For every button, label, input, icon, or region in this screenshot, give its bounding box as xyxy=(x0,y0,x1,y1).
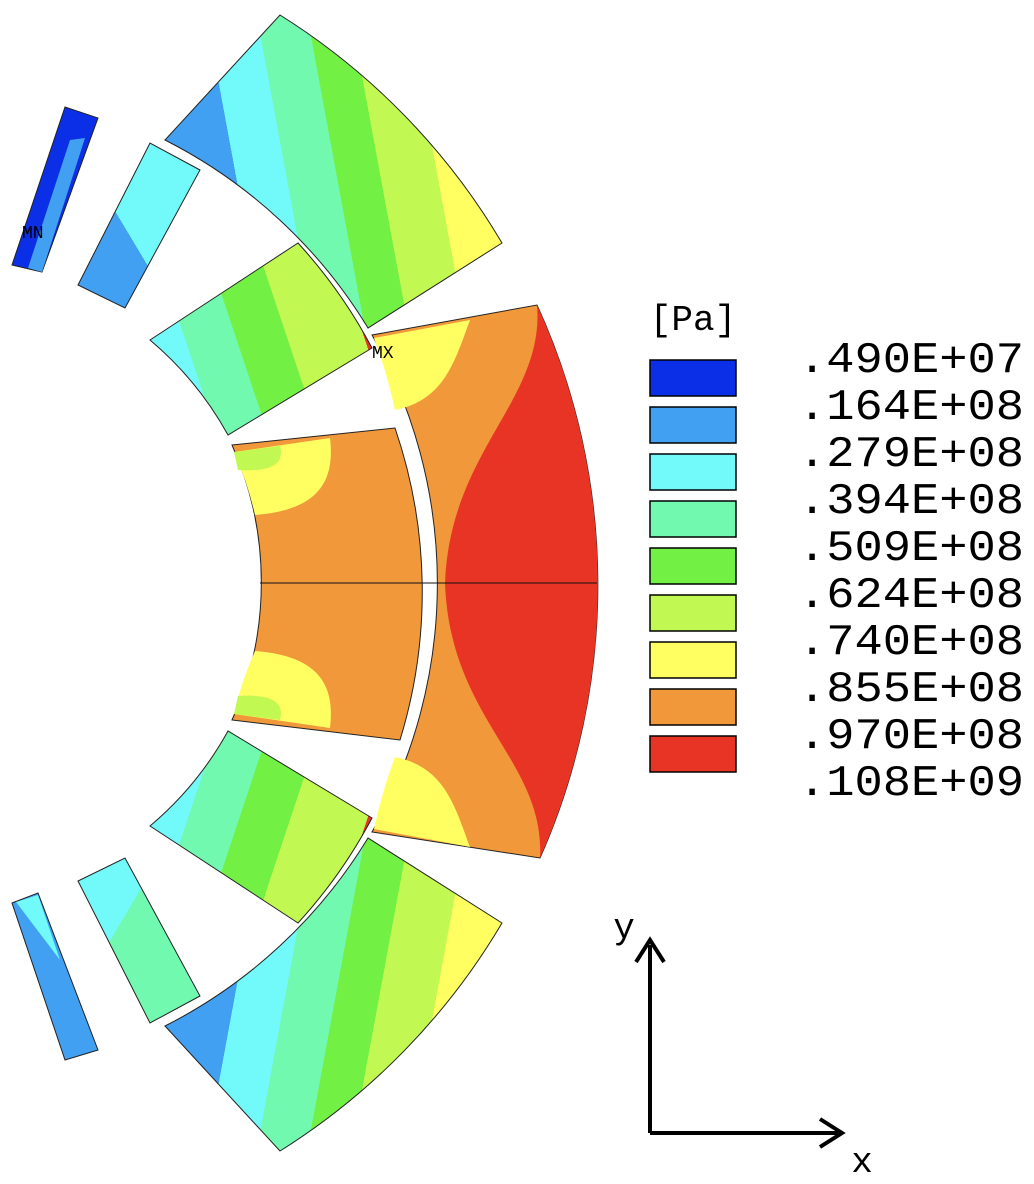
legend-swatch xyxy=(649,359,737,397)
outer-block xyxy=(164,14,503,329)
legend-swatch xyxy=(649,547,737,585)
legend-label: .164E+08 xyxy=(798,383,1024,433)
tiny-bar xyxy=(11,892,99,1061)
band xyxy=(234,446,281,471)
legend-label: .490E+07 xyxy=(798,336,1024,386)
legend-swatch xyxy=(649,641,737,679)
small-bar xyxy=(77,142,201,309)
legend-swatch xyxy=(649,500,737,538)
inner-block xyxy=(149,242,373,436)
band xyxy=(374,320,470,410)
legend-swatch xyxy=(649,735,737,773)
y-label: y xyxy=(613,908,635,949)
x-arrow-head xyxy=(818,1117,846,1149)
legend-label: .509E+08 xyxy=(798,524,1024,574)
legend-label: .624E+08 xyxy=(798,571,1024,621)
legend-label: .970E+08 xyxy=(798,712,1024,762)
model: MN MX xyxy=(11,14,599,1152)
legend-label: .394E+08 xyxy=(798,477,1024,527)
band xyxy=(445,305,598,858)
band xyxy=(374,757,470,847)
outer-block xyxy=(164,837,503,1152)
legend-label: .740E+08 xyxy=(798,618,1024,668)
axis-triad: y x xyxy=(613,908,873,1183)
band xyxy=(234,695,281,720)
legend-label: .279E+08 xyxy=(798,430,1024,480)
band xyxy=(16,895,60,960)
legend-swatch xyxy=(649,453,737,491)
legend: [Pa] .490E+07.164E+08.279E+08.394E+08.50… xyxy=(649,300,1024,809)
min-marker: MN xyxy=(22,224,44,244)
legend-swatch xyxy=(649,688,737,726)
max-marker: MX xyxy=(372,344,394,364)
x-label: x xyxy=(851,1142,873,1183)
y-arrow-head xyxy=(634,936,666,964)
inner-block xyxy=(149,730,373,924)
band xyxy=(28,138,85,272)
legend-swatch xyxy=(649,594,737,632)
legend-unit: [Pa] xyxy=(650,300,736,341)
legend-swatch xyxy=(649,406,737,444)
legend-label: .108E+09 xyxy=(798,759,1024,809)
small-bar xyxy=(77,857,201,1024)
legend-label: .855E+08 xyxy=(798,665,1024,715)
